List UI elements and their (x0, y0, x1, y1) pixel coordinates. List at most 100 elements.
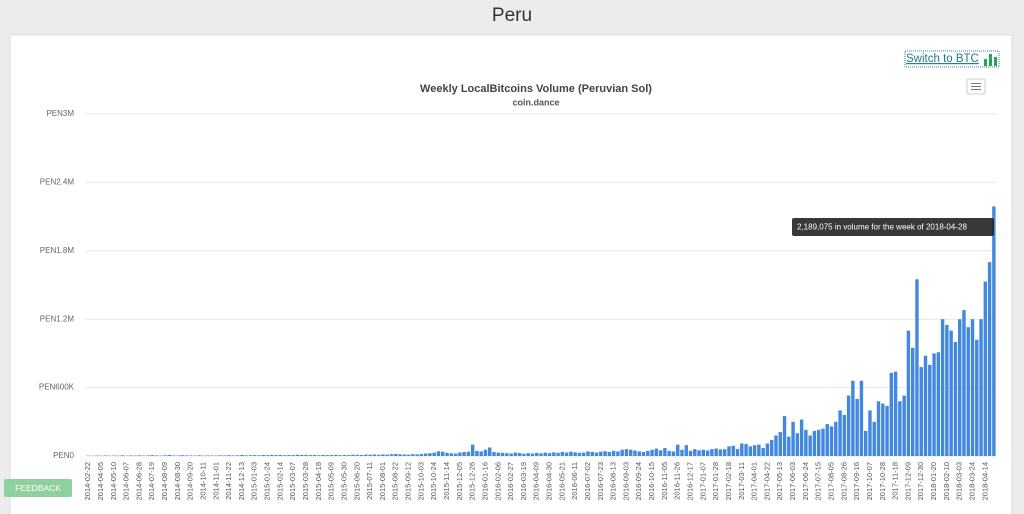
bar (253, 455, 257, 456)
feedback-label[interactable]: FEEDBACK (15, 483, 61, 493)
bar (458, 452, 462, 456)
x-tick-label: 2017-01-07 (698, 462, 707, 500)
bar (244, 455, 248, 456)
bar (735, 449, 740, 456)
bar (769, 440, 774, 456)
bar (765, 443, 770, 456)
bar (851, 380, 855, 456)
bar (129, 455, 133, 456)
bar (338, 455, 342, 456)
bar (453, 453, 458, 456)
bar (812, 430, 817, 456)
bar (693, 449, 697, 456)
bar (411, 454, 415, 456)
tooltip-box (792, 218, 994, 236)
bar (705, 450, 710, 456)
menu-button[interactable] (966, 78, 986, 95)
bar (509, 453, 513, 456)
x-tick-label: 2018-03-24 (967, 462, 976, 500)
bar (466, 451, 471, 456)
bar (906, 330, 911, 456)
x-tick-label: 2016-11-05 (660, 462, 669, 500)
x-tick-label: 2017-11-18 (891, 462, 900, 500)
x-tick-label: 2015-04-18 (314, 462, 323, 500)
bar (970, 319, 975, 456)
tooltip: 2,189,075 in volume for the week of 2018… (792, 218, 994, 236)
bar (351, 454, 355, 456)
bar (829, 426, 834, 456)
bar (197, 455, 201, 456)
bar (863, 430, 868, 456)
x-tick-label: 2017-12-09 (903, 462, 912, 500)
bar (282, 455, 287, 456)
bar (671, 451, 676, 456)
switch-button[interactable]: Switch to BTC (904, 50, 1000, 68)
bar (449, 453, 453, 456)
bar (372, 454, 377, 456)
bar (206, 455, 210, 456)
bar (231, 455, 236, 456)
x-tick-label: 2015-10-03 (416, 462, 425, 500)
x-tick-label: 2017-03-11 (737, 462, 746, 500)
x-tick-label: 2015-07-11 (365, 462, 374, 500)
bar (620, 449, 624, 456)
bar (898, 401, 902, 456)
bar (646, 450, 650, 456)
x-tick-label: 2016-10-15 (647, 462, 656, 500)
bar (317, 455, 321, 456)
bar (240, 454, 244, 456)
bar (573, 452, 577, 456)
bar (714, 448, 718, 456)
x-tick-label: 2014-08-09 (160, 462, 169, 500)
bar (825, 424, 829, 456)
bar (150, 455, 154, 456)
x-tick-label: 2018-03-03 (955, 462, 964, 500)
icon-bar (994, 57, 997, 66)
bar (752, 445, 757, 456)
tooltip-text: 2,189,075 in volume for the week of 2018… (797, 223, 967, 232)
x-tick-label: 2015-12-05 (455, 462, 464, 500)
bar (137, 455, 142, 456)
bar (248, 455, 253, 456)
bar (667, 450, 671, 456)
bar (774, 435, 778, 456)
bar (607, 451, 612, 456)
x-tick-label: 2014-06-28 (134, 462, 143, 500)
y-tick-label: PEN3M (46, 109, 74, 118)
bar (402, 454, 406, 456)
bar (633, 450, 637, 456)
chart-title: Weekly LocalBitcoins Volume (Peruvian So… (420, 83, 652, 95)
x-tick-label: 2016-09-03 (621, 462, 630, 500)
switch-label[interactable]: Switch to BTC (906, 53, 979, 65)
feedback-button[interactable]: FEEDBACK (4, 479, 72, 497)
x-tick-label: 2015-01-24 (263, 462, 272, 500)
bar (381, 454, 385, 456)
bar (522, 453, 526, 456)
bar (936, 352, 941, 456)
bar (530, 453, 535, 456)
x-tick-label: 2015-06-20 (352, 462, 361, 500)
y-tick-label: PEN0 (53, 451, 74, 460)
bar (364, 454, 368, 456)
bar (782, 416, 787, 456)
y-tick-label: PEN1.2M (40, 314, 75, 323)
bar (816, 429, 821, 456)
bar (436, 451, 441, 456)
bar (893, 371, 898, 456)
x-tick-label: 2015-11-14 (442, 462, 451, 500)
bar (710, 449, 714, 456)
x-tick-label: 2016-03-19 (519, 462, 528, 500)
bar (406, 454, 411, 456)
x-tick-label: 2014-11-22 (224, 462, 233, 500)
x-tick-label: 2015-05-30 (339, 462, 348, 500)
bar (120, 455, 125, 456)
bar (146, 455, 150, 456)
bar (855, 399, 859, 456)
bar (415, 454, 419, 456)
bar (611, 450, 616, 456)
bar (838, 410, 842, 456)
bar (740, 443, 744, 456)
bar (799, 419, 804, 456)
bar (680, 449, 684, 456)
bar (470, 444, 475, 456)
